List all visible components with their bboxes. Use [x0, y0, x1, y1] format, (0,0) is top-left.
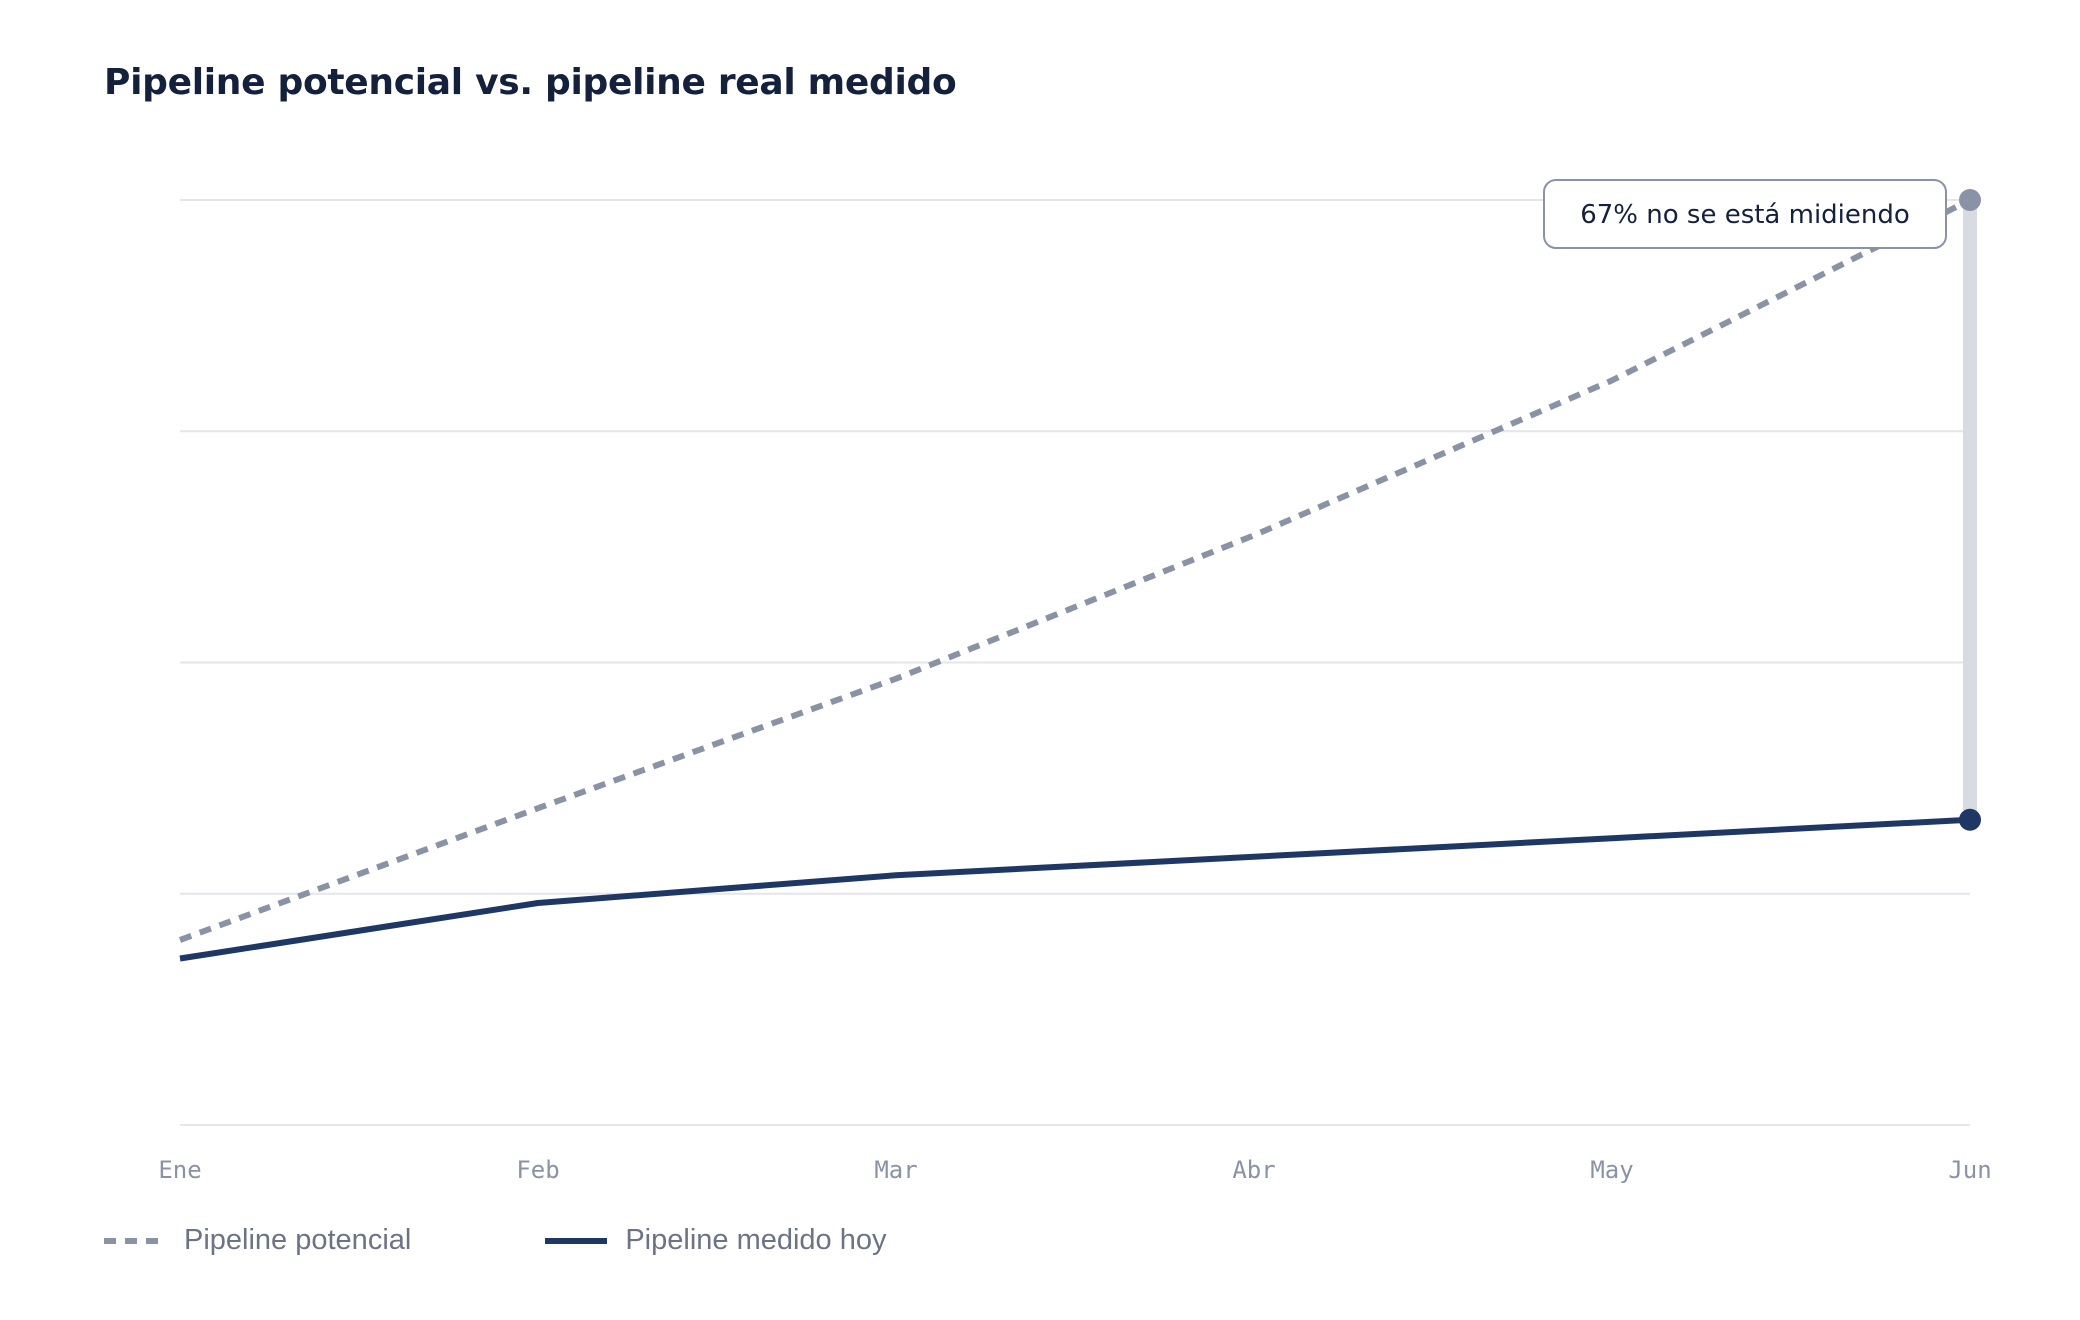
callout-box [1543, 179, 1947, 249]
end-point-measured [1959, 808, 1981, 831]
x-tick-label: Mar [874, 1156, 917, 1184]
end-markers [1959, 189, 1981, 831]
chart-title: Pipeline potencial vs. pipeline real med… [104, 62, 957, 103]
legend-label-potential: Pipeline potencial [184, 1224, 412, 1256]
x-tick-label: May [1590, 1156, 1633, 1184]
legend-swatch-solid [545, 1237, 608, 1244]
x-tick-label: Feb [516, 1156, 559, 1184]
x-tick-label: Ene [158, 1156, 201, 1184]
series-lines [178, 197, 1972, 962]
x-tick-label: Jun [1948, 1156, 1991, 1184]
legend-item-potential: Pipeline potencial [104, 1224, 411, 1257]
series-line-potential [178, 197, 1972, 943]
series-line-measured [179, 816, 1971, 962]
gap-callout: 67% no se está midiendo [1543, 179, 1947, 249]
end-point-potential [1959, 189, 1981, 211]
legend: Pipeline potencial Pipeline medido hoy [104, 1224, 1021, 1257]
legend-swatch-dashed [104, 1237, 166, 1244]
legend-item-measured: Pipeline medido hoy [545, 1224, 887, 1257]
legend-label-measured: Pipeline medido hoy [625, 1224, 887, 1256]
grid-lines [180, 199, 1970, 1126]
x-tick-label: Abr [1232, 1156, 1275, 1184]
callout-text: 67% no se está midiendo [1580, 200, 1910, 230]
x-axis-ticks: Ene Feb Mar Abr May Jun [158, 1156, 1991, 1184]
